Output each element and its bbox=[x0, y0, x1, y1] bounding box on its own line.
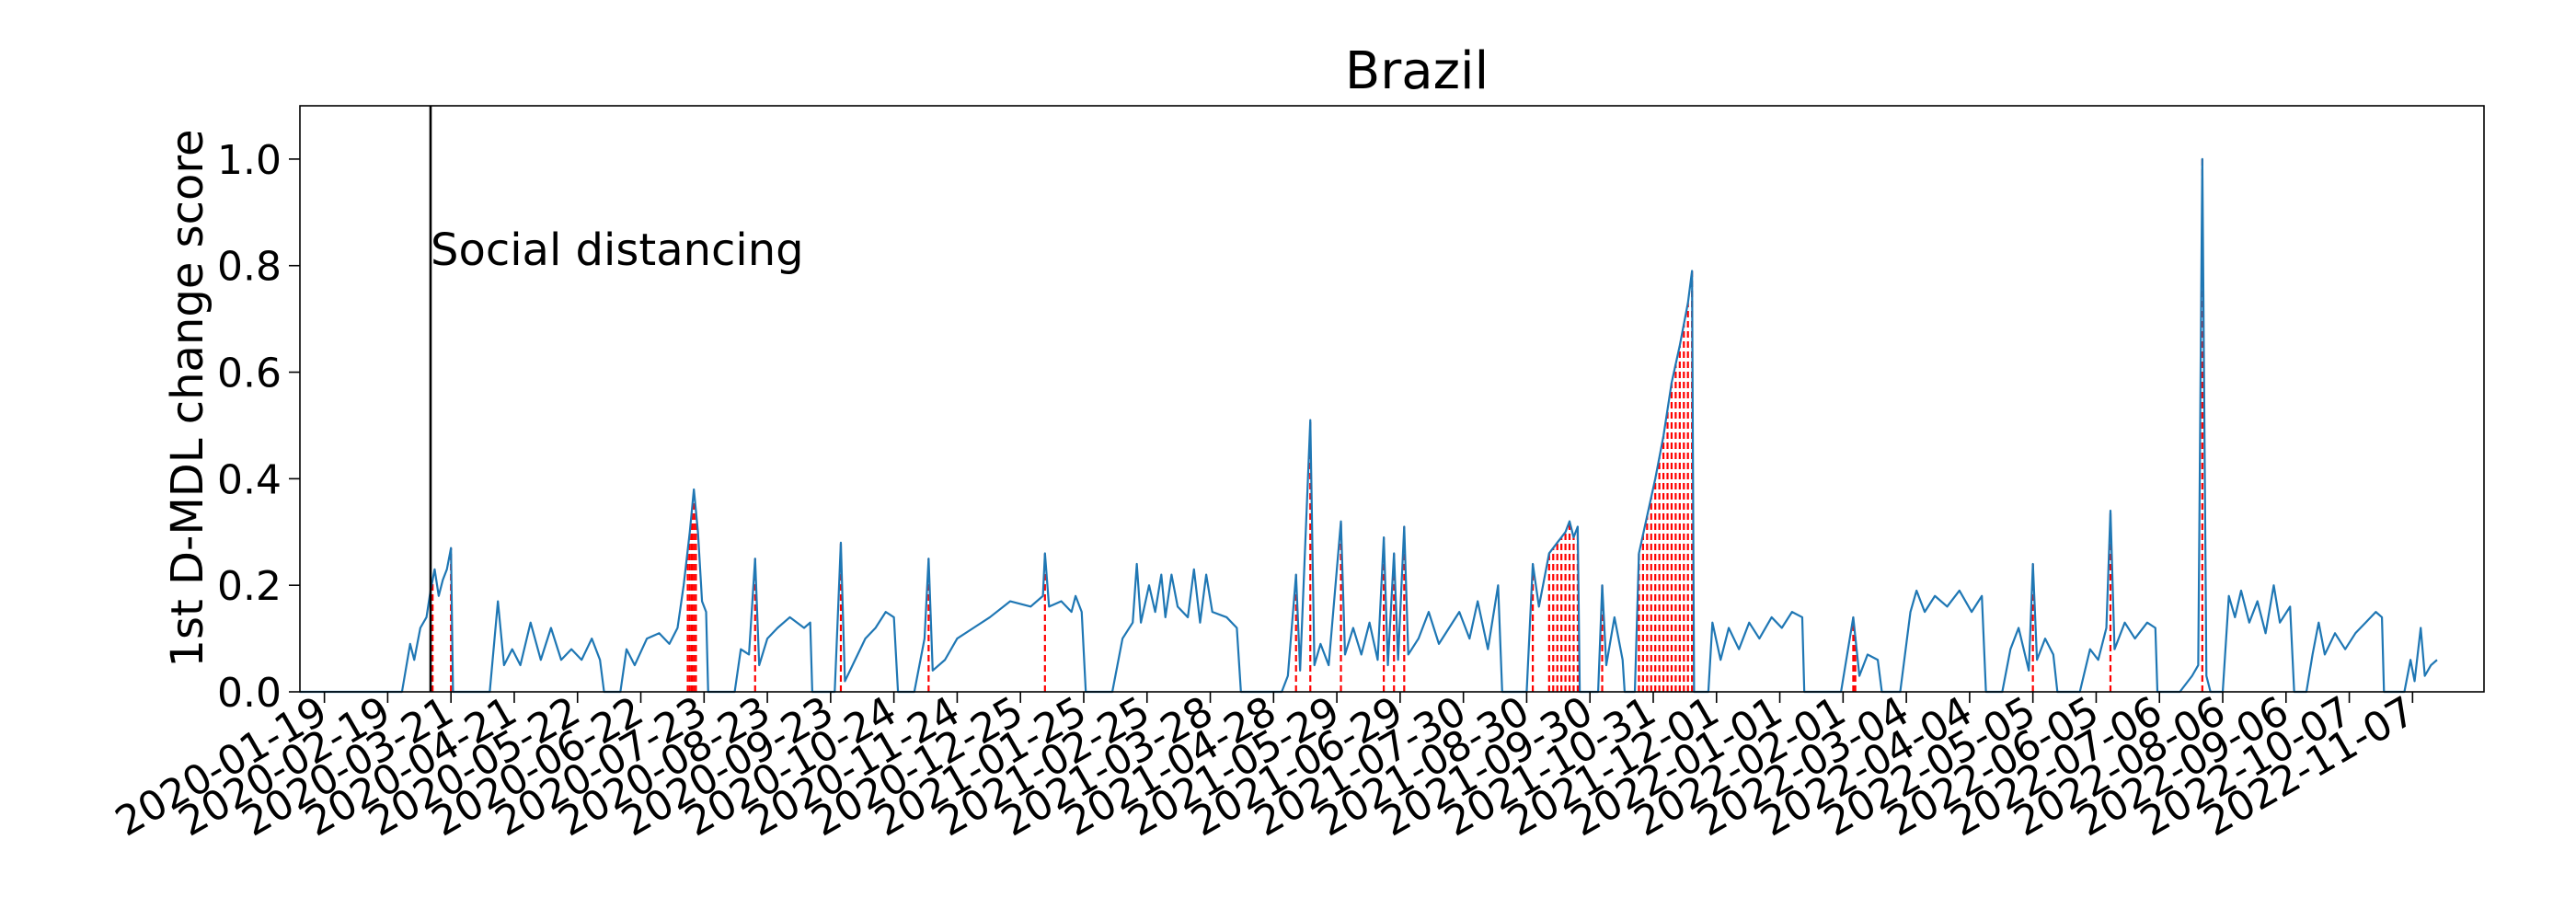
y-tick-label: 0.0 bbox=[217, 670, 282, 717]
y-tick-label: 1.0 bbox=[217, 137, 282, 184]
y-tick-label: 0.4 bbox=[217, 456, 282, 503]
y-tick-label: 0.2 bbox=[217, 563, 282, 610]
series-layer bbox=[300, 157, 2438, 694]
y-axis: 0.0 0.2 0.4 0.6 0.8 1.0 bbox=[217, 137, 300, 717]
y-tick-label: 0.6 bbox=[217, 351, 282, 397]
y-tick-label: 0.8 bbox=[217, 244, 282, 291]
annotation-label: Social distancing bbox=[431, 224, 804, 276]
plot-frame bbox=[299, 105, 2485, 693]
annotation-layer: Social distancing bbox=[429, 106, 804, 692]
y-axis-label: 1st D-MDL change score bbox=[162, 129, 213, 667]
chart-title: Brazil bbox=[1345, 41, 1489, 101]
series-line bbox=[300, 157, 2438, 694]
x-axis: 2020-01-192020-02-192020-03-212020-04-21… bbox=[108, 687, 2423, 845]
